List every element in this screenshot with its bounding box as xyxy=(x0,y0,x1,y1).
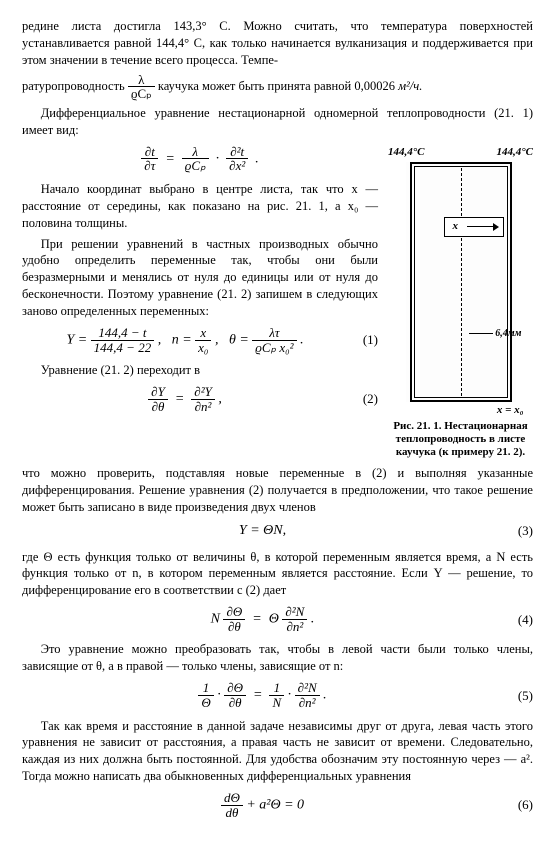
n: ∂Θ xyxy=(224,681,246,696)
d: dθ xyxy=(221,806,243,820)
d: ∂θ xyxy=(224,696,246,710)
fig-centerline xyxy=(461,168,462,396)
para-8: Это уравнение можно преобразовать так, ч… xyxy=(22,641,533,675)
n: ∂t xyxy=(141,145,158,160)
eq-num: (2) xyxy=(348,390,378,408)
fig-x-label: x xyxy=(453,219,459,234)
frac-lambda: λ ϱCₚ xyxy=(128,73,155,101)
d: ∂θ xyxy=(148,400,168,414)
fig-x-eq-x0: x = x₀ xyxy=(497,403,524,418)
frac-n: λ xyxy=(128,73,155,88)
fig-diagram: x 6,4мм x = x₀ xyxy=(406,162,516,402)
eq-num: (4) xyxy=(503,611,533,629)
txt: каучука может быть принята равной 0,0002… xyxy=(158,79,398,93)
para-1: редине листа достигла 143,3° С. Можно сч… xyxy=(22,18,533,69)
d: Θ xyxy=(198,696,213,710)
eq-4: N ∂Θ∂θ = Θ ∂²N∂n² . (4) xyxy=(22,605,533,633)
n: ∂Y xyxy=(148,385,168,400)
n: ∂²t xyxy=(226,145,248,160)
frac-d: ϱCₚ xyxy=(128,87,155,101)
d: ∂θ xyxy=(223,620,245,634)
n: λτ xyxy=(252,326,296,341)
d: ϱCₚ xyxy=(182,159,209,173)
fig-temp-left: 144,4°C xyxy=(388,145,425,160)
d: x₀ xyxy=(195,341,211,355)
d: 144,4 − 22 xyxy=(91,341,155,355)
para-9: Так как время и расстояние в данной зада… xyxy=(22,718,533,786)
n: ∂²N xyxy=(295,681,320,696)
eq-body: Y = ΘN, xyxy=(22,522,503,541)
fig-x-arrow: x xyxy=(444,217,504,237)
d: ∂n² xyxy=(295,696,320,710)
para-1-cont: ратуропроводность λ ϱCₚ каучука может бы… xyxy=(22,73,533,101)
d: N xyxy=(269,696,284,710)
fig-temp-right: 144,4°C xyxy=(497,145,534,160)
figure-21-1: 144,4°C 144,4°C x 6,4мм x = x₀ Рис. 21. … xyxy=(388,145,533,459)
eq-6: dΘdθ + a²Θ = 0 (6) xyxy=(22,791,533,819)
sym: Θ xyxy=(269,612,279,627)
n: ∂Θ xyxy=(223,605,245,620)
d: ∂x² xyxy=(226,159,248,173)
d: ∂τ xyxy=(141,159,158,173)
sym: N xyxy=(211,612,220,627)
eq-1: Y = 144,4 − t144,4 − 22 , n = xx₀ , θ = … xyxy=(22,326,378,354)
n: ∂²N xyxy=(282,605,307,620)
para-7: где Θ есть функция только от величины θ,… xyxy=(22,549,533,600)
eq-num: (3) xyxy=(503,522,533,540)
eq-2: ∂Y∂θ = ∂²Y∂n² , (2) xyxy=(22,385,378,413)
arrow-head-icon xyxy=(493,223,499,231)
unit: м²/ч. xyxy=(398,79,422,93)
n: ∂²Y xyxy=(191,385,215,400)
eq-3: Y = ΘN, (3) xyxy=(22,522,533,541)
d: ∂n² xyxy=(191,400,215,414)
n: 144,4 − t xyxy=(91,326,155,341)
eq-num: (5) xyxy=(503,687,533,705)
para-2: Дифференциальное уравнение нестационарно… xyxy=(22,105,533,139)
n: 1 xyxy=(269,681,284,696)
n: x xyxy=(195,326,211,341)
eq-num: (6) xyxy=(503,796,533,814)
tail: + a²Θ = 0 xyxy=(246,797,304,812)
fig-dimension: 6,4мм xyxy=(469,327,521,341)
n: dΘ xyxy=(221,791,243,806)
fig-caption: Рис. 21. 1. Нестационарная теплопроводно… xyxy=(388,420,533,460)
d: ∂n² xyxy=(282,620,307,634)
eq-num: (1) xyxy=(348,331,378,349)
d: ϱCₚ x₀² xyxy=(252,341,296,355)
n: 1 xyxy=(198,681,213,696)
txt: ратуропроводность xyxy=(22,79,128,93)
para-6: что можно проверить, подставляя новые пе… xyxy=(22,465,533,516)
eq-5: 1Θ · ∂Θ∂θ = 1N · ∂²N∂n² . (5) xyxy=(22,681,533,709)
n: λ xyxy=(182,145,209,160)
